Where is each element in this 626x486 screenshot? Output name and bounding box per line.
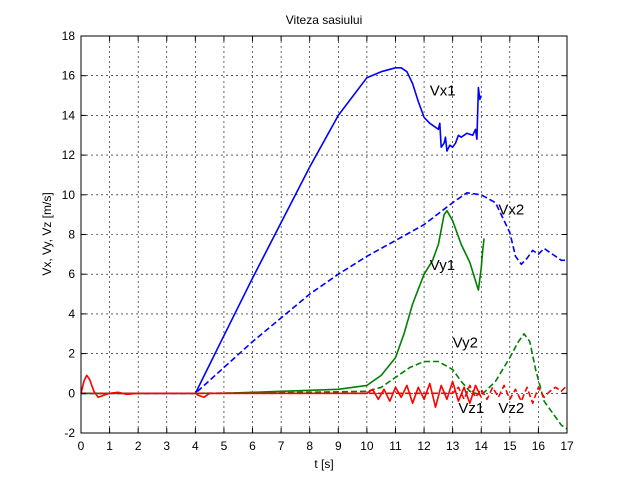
- x-tick-label: 2: [135, 439, 142, 453]
- grid-lines: [81, 36, 567, 433]
- x-tick-label: 3: [163, 439, 170, 453]
- y-tick-label: -2: [64, 426, 75, 440]
- x-tick-label: 13: [446, 439, 460, 453]
- y-tick-label: 6: [68, 267, 75, 281]
- x-tick-label: 8: [306, 439, 313, 453]
- annotation-vx1: Vx1: [430, 83, 456, 100]
- annotation-vy1: Vy1: [430, 257, 455, 274]
- y-tick-label: 0: [68, 386, 75, 400]
- x-tick-label: 15: [503, 439, 517, 453]
- x-tick-label: 5: [221, 439, 228, 453]
- plot-frame: [80, 35, 568, 434]
- chart-title: Viteza sasiului: [286, 13, 363, 27]
- series-line-vy1: [81, 209, 485, 395]
- x-tick-label: 7: [278, 439, 285, 453]
- x-tick-label: 10: [360, 439, 374, 453]
- y-tick-label: 4: [68, 307, 75, 321]
- annotation-vy2: Vy2: [453, 335, 478, 352]
- y-axis-label: Vx, Vy, Vz [m/s]: [40, 192, 54, 275]
- x-tick-label: 11: [389, 439, 402, 453]
- annotation-vz2: Vz2: [498, 400, 524, 417]
- x-axis-label: t [s]: [314, 457, 333, 471]
- series-line-vx2: [81, 192, 567, 395]
- x-tick-label: 9: [335, 439, 342, 453]
- axis-ticks: 0 1 2 3 4 5 6 7 8 9 10 11 12 13 14 15 16 17-2024681012141…: [62, 29, 574, 453]
- y-tick-label: 14: [62, 108, 76, 122]
- x-tick-label: 17: [560, 439, 574, 453]
- plot-series: [80, 67, 568, 430]
- series-line-vy2: [81, 332, 568, 430]
- y-tick-label: 16: [62, 69, 76, 83]
- annotation-vz1: Vz1: [458, 400, 484, 417]
- y-tick-label: 8: [68, 228, 75, 242]
- x-tick-label: 16: [532, 439, 546, 453]
- x-tick-label: 1: [106, 439, 113, 453]
- x-tick-label: 4: [192, 439, 199, 453]
- series-line-vz1: [80, 374, 482, 409]
- series-line-vz2: [81, 384, 568, 405]
- series-annotations: Vx1 Vx2 Vy1 Vy2 Vz1 Vz2: [430, 83, 524, 418]
- y-tick-label: 12: [62, 148, 76, 162]
- x-tick-label: 6: [249, 439, 256, 453]
- x-tick-label: 14: [475, 439, 489, 453]
- y-tick-label: 10: [62, 188, 76, 202]
- y-tick-label: 2: [68, 347, 75, 361]
- annotation-vx2: Vx2: [498, 202, 524, 219]
- x-tick-label: 12: [417, 439, 431, 453]
- series-line-vx1: [81, 67, 482, 395]
- x-tick-label: 0: [78, 439, 85, 453]
- y-tick-label: 18: [62, 29, 76, 43]
